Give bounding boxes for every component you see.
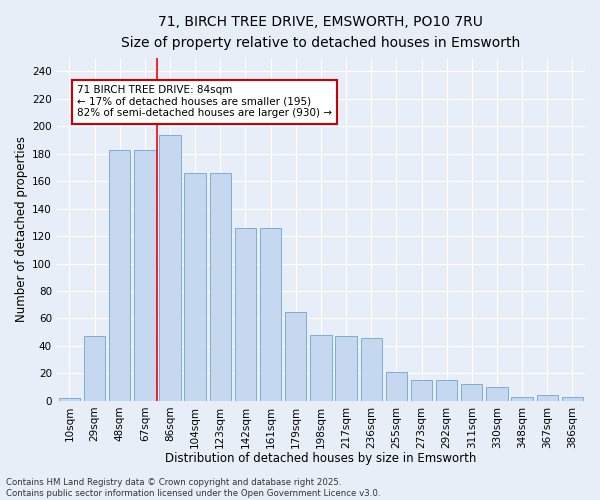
Bar <box>335 336 357 401</box>
Y-axis label: Number of detached properties: Number of detached properties <box>15 136 28 322</box>
Bar <box>184 173 206 401</box>
Bar <box>511 396 533 401</box>
Bar <box>486 387 508 401</box>
Text: 71 BIRCH TREE DRIVE: 84sqm
← 17% of detached houses are smaller (195)
82% of sem: 71 BIRCH TREE DRIVE: 84sqm ← 17% of deta… <box>77 85 332 118</box>
Bar <box>235 228 256 401</box>
Text: Contains HM Land Registry data © Crown copyright and database right 2025.
Contai: Contains HM Land Registry data © Crown c… <box>6 478 380 498</box>
Bar <box>59 398 80 401</box>
Bar <box>84 336 105 401</box>
Bar <box>436 380 457 401</box>
Title: 71, BIRCH TREE DRIVE, EMSWORTH, PO10 7RU
Size of property relative to detached h: 71, BIRCH TREE DRIVE, EMSWORTH, PO10 7RU… <box>121 15 521 50</box>
Bar <box>134 150 155 401</box>
Bar <box>386 372 407 401</box>
X-axis label: Distribution of detached houses by size in Emsworth: Distribution of detached houses by size … <box>165 452 476 465</box>
Bar <box>159 134 181 401</box>
Bar <box>310 335 332 401</box>
Bar <box>209 173 231 401</box>
Bar <box>536 396 558 401</box>
Bar <box>562 396 583 401</box>
Bar <box>109 150 130 401</box>
Bar <box>361 338 382 401</box>
Bar <box>285 312 307 401</box>
Bar <box>461 384 482 401</box>
Bar <box>411 380 432 401</box>
Bar <box>260 228 281 401</box>
